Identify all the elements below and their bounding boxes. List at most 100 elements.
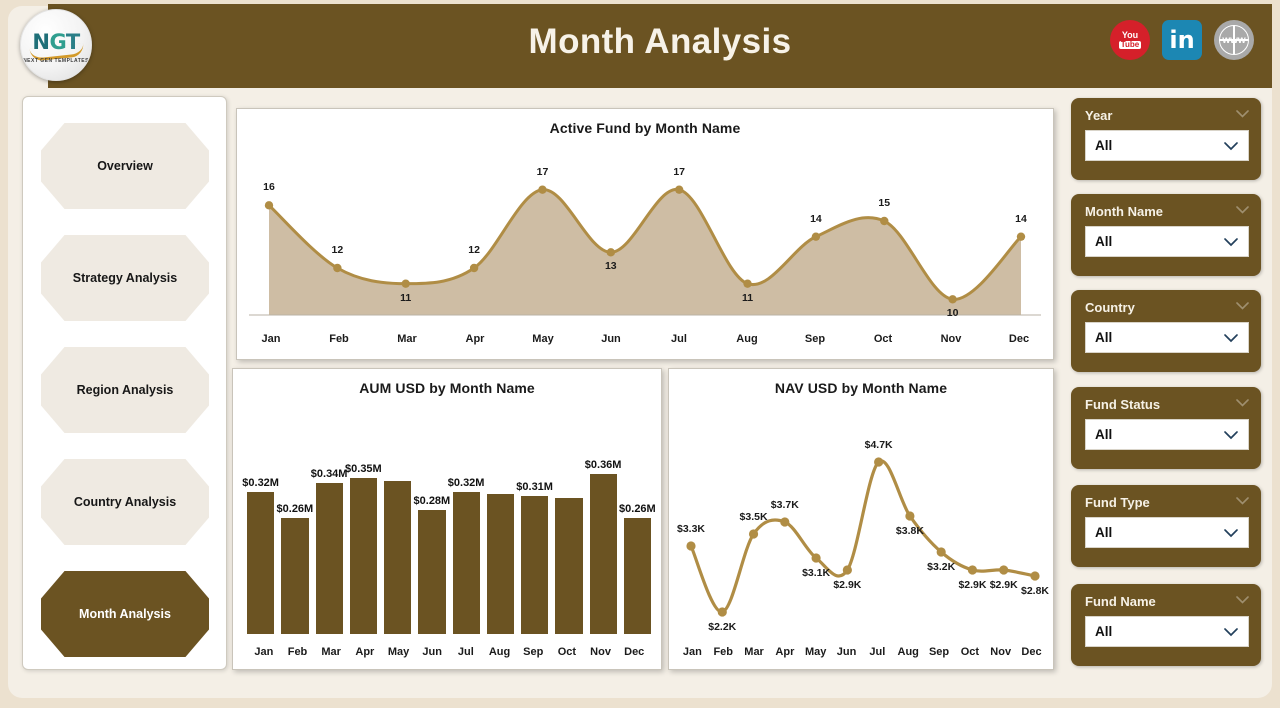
bar[interactable]: [452, 491, 480, 634]
data-point-marker[interactable]: [743, 279, 752, 288]
data-point-marker[interactable]: [538, 185, 547, 194]
bar[interactable]: [555, 498, 583, 634]
chevron-down-icon[interactable]: [1223, 528, 1239, 538]
chevron-down-icon[interactable]: [1236, 302, 1249, 310]
data-point-marker[interactable]: [1030, 571, 1040, 581]
bar-column[interactable]: $0.26M: [619, 432, 656, 634]
bar-column[interactable]: $0.34M: [311, 432, 347, 634]
slicer-title-fund-type: Fund Type: [1085, 495, 1150, 510]
chevron-down-icon[interactable]: [1236, 399, 1249, 407]
bar[interactable]: [589, 474, 617, 634]
data-point-marker[interactable]: [780, 517, 790, 527]
bar-column[interactable]: $0.28M: [414, 432, 450, 634]
plot-active-fund[interactable]: 16 12 11 12 17 13 17 11 14 15 10 14 Jan Feb Mar Apr May J…: [237, 136, 1053, 351]
slicer-value-country: All: [1095, 330, 1113, 345]
data-point-marker[interactable]: [686, 541, 696, 551]
chevron-down-icon[interactable]: [1223, 141, 1239, 151]
slicer-value-month-name: All: [1095, 234, 1113, 249]
axis-tick-label: Dec: [1021, 646, 1042, 658]
data-point-marker[interactable]: [874, 457, 884, 467]
logo-wordmark: NGT: [32, 30, 80, 54]
data-point-marker[interactable]: [606, 248, 616, 257]
axis-tick-label: Jun: [601, 333, 621, 345]
bar-column[interactable]: $0.32M: [448, 432, 484, 634]
data-point-marker[interactable]: [936, 547, 946, 557]
chevron-down-icon[interactable]: [1223, 627, 1239, 637]
social-links: You Tube in www: [1110, 20, 1254, 60]
bar[interactable]: [418, 509, 446, 634]
www-globe-icon[interactable]: www: [1214, 20, 1254, 60]
data-point-marker[interactable]: [1016, 232, 1026, 241]
youtube-icon[interactable]: You Tube: [1110, 20, 1150, 60]
slicer-dropdown-fund-status[interactable]: All: [1085, 419, 1249, 450]
data-point-marker[interactable]: [811, 232, 821, 241]
sidebar-item-country-analysis[interactable]: Country Analysis: [41, 459, 209, 545]
bar[interactable]: [247, 491, 275, 634]
slicer-dropdown-fund-type[interactable]: All: [1085, 517, 1249, 548]
data-point-marker[interactable]: [880, 216, 889, 226]
bar[interactable]: [315, 482, 343, 634]
chevron-down-icon[interactable]: [1223, 430, 1239, 440]
slicer-dropdown-fund-name[interactable]: All: [1085, 616, 1249, 647]
slicer-dropdown-year[interactable]: All: [1085, 130, 1249, 161]
data-point-marker[interactable]: [999, 565, 1009, 575]
plot-aum-usd[interactable]: $0.32M $0.26M $0.34M $0.35M $0.28M $0.32M $0.3…: [233, 396, 661, 664]
bar-column[interactable]: $0.35M: [345, 432, 382, 634]
chevron-down-icon[interactable]: [1236, 110, 1249, 118]
data-point-marker[interactable]: [842, 565, 852, 575]
axis-tick-label: Oct: [557, 646, 577, 658]
bar-column[interactable]: [486, 432, 514, 634]
data-point-marker[interactable]: [333, 263, 342, 273]
axis-tick-label: Jun: [836, 646, 857, 658]
data-label: $0.35M: [345, 463, 382, 476]
chevron-down-icon[interactable]: [1223, 237, 1239, 247]
sidebar-item-label: Month Analysis: [79, 607, 171, 621]
axis-tick-label: Mar: [397, 333, 417, 345]
slicer-dropdown-country[interactable]: All: [1085, 322, 1249, 353]
sidebar-item-strategy-analysis[interactable]: Strategy Analysis: [41, 235, 209, 321]
slicer-title-month-name: Month Name: [1085, 204, 1163, 219]
chevron-down-icon[interactable]: [1236, 497, 1249, 505]
axis-tick-label: Dec: [624, 646, 645, 658]
bar[interactable]: [623, 518, 651, 634]
bar[interactable]: [384, 480, 412, 634]
slicer-fund-type: Fund Type All: [1071, 485, 1261, 567]
data-point-marker[interactable]: [469, 263, 479, 273]
data-point-marker[interactable]: [967, 565, 978, 575]
linkedin-icon[interactable]: in: [1162, 20, 1202, 60]
data-label: 11: [741, 291, 754, 304]
bar-column[interactable]: [384, 432, 412, 634]
chevron-down-icon[interactable]: [1236, 206, 1249, 214]
data-point-marker[interactable]: [811, 553, 821, 563]
data-point-marker[interactable]: [674, 185, 684, 194]
axis-tick-label: Jul: [869, 646, 886, 658]
data-point-marker[interactable]: [948, 295, 957, 304]
data-point-marker[interactable]: [264, 201, 274, 210]
data-point-marker[interactable]: [717, 607, 727, 617]
data-label: $3.5K: [739, 511, 768, 523]
bar[interactable]: [349, 478, 377, 634]
bar-column[interactable]: $0.31M: [516, 432, 553, 634]
bar-column[interactable]: $0.32M: [242, 432, 279, 634]
bar[interactable]: [486, 494, 514, 634]
bar-column[interactable]: $0.36M: [585, 432, 621, 634]
data-point-marker[interactable]: [905, 511, 915, 521]
sidebar-item-overview[interactable]: Overview: [41, 123, 209, 209]
slicer-dropdown-month-name[interactable]: All: [1085, 226, 1249, 257]
bar[interactable]: [281, 518, 309, 634]
data-point-marker[interactable]: [748, 529, 759, 539]
axis-tick-label: Jan: [254, 646, 274, 658]
slicer-country: Country All: [1071, 290, 1261, 372]
axis-tick-label: May: [387, 646, 410, 658]
plot-nav-usd[interactable]: $3.3K $2.2K $3.5K $3.7K $3.1K $2.9K $4.7K $3.8K…: [669, 396, 1053, 664]
sidebar-item-region-analysis[interactable]: Region Analysis: [41, 347, 209, 433]
axis-tick-label: Mar: [744, 646, 764, 658]
data-point-marker[interactable]: [401, 279, 410, 288]
bar-column[interactable]: [555, 432, 583, 634]
page-title: Month Analysis: [528, 22, 792, 61]
chevron-down-icon[interactable]: [1236, 596, 1249, 604]
bar[interactable]: [521, 496, 549, 634]
sidebar-item-month-analysis[interactable]: Month Analysis: [41, 571, 209, 657]
chevron-down-icon[interactable]: [1223, 333, 1239, 343]
bar-column[interactable]: $0.26M: [277, 432, 313, 634]
